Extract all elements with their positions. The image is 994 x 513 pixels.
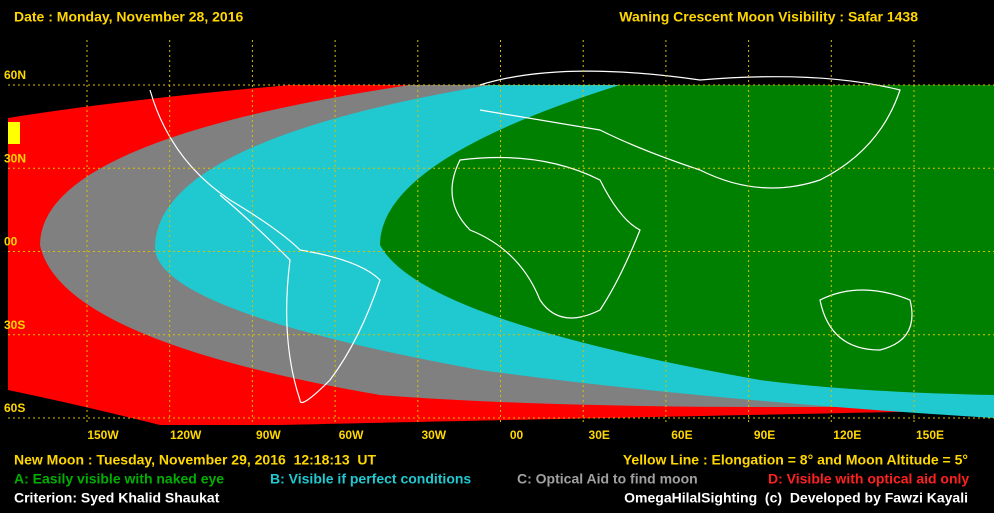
map-title: Waning Crescent Moon Visibility : Safar … — [619, 9, 918, 25]
longitude-label: 30W — [421, 428, 446, 442]
no-visibility-bottom — [280, 410, 994, 425]
new-moon: New Moon : Tuesday, November 29, 2016 12… — [14, 452, 377, 468]
credit: OmegaHilalSighting (c) Developed by Fawz… — [624, 490, 968, 506]
longitude-label: 120E — [833, 428, 861, 442]
legend-entry: C: Optical Aid to find moon — [517, 471, 698, 487]
longitude-label: 60W — [339, 428, 364, 442]
eurasia-outline — [479, 70, 901, 189]
longitude-label: 120W — [170, 428, 202, 442]
coastlines — [149, 70, 913, 404]
legend-entry: D: Visible with optical aid only — [768, 471, 969, 487]
longitude-label: 60E — [671, 428, 692, 442]
latitude-label: 60N — [4, 68, 26, 82]
band-a — [380, 85, 994, 395]
longitude-label: 150E — [916, 428, 944, 442]
latitude-label: 00 — [4, 235, 18, 249]
longitude-label: 150W — [87, 428, 119, 442]
graticule — [8, 40, 994, 425]
longitude-label: 90W — [256, 428, 281, 442]
longitude-label: 00 — [510, 428, 524, 442]
yellow-line-area — [8, 122, 20, 144]
australia-outline — [819, 289, 913, 351]
longitude-label: 30E — [589, 428, 610, 442]
africa-outline — [451, 156, 641, 319]
no-visibility-top — [8, 85, 290, 118]
americas-outline — [149, 89, 381, 404]
yellow-line-note: Yellow Line : Elongation = 8° and Moon A… — [623, 452, 968, 468]
latitude-label: 60S — [4, 401, 25, 415]
no-visibility-bottom-left — [8, 390, 160, 425]
date: Date : Monday, November 28, 2016 — [14, 9, 243, 25]
criterion: Criterion: Syed Khalid Shaukat — [14, 490, 220, 506]
latitude-label: 30N — [4, 151, 26, 165]
latitude-label: 30S — [4, 318, 25, 332]
legend-entry: A: Easily visible with naked eye — [14, 471, 224, 487]
longitude-label: 90E — [754, 428, 775, 442]
legend-entry: B: Visible if perfect conditions — [270, 471, 471, 487]
